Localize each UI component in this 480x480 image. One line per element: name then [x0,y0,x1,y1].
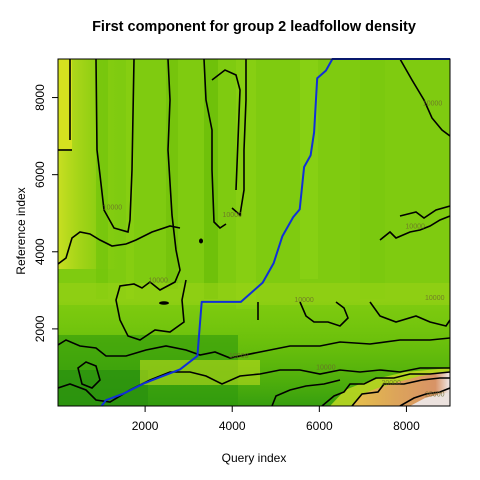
x-tick-label: 8000 [393,419,420,433]
y-tick-label: 4000 [33,238,47,265]
contour-label: 25000 [425,391,445,398]
y-axis-label: Reference index [14,187,28,275]
x-tick-label: 6000 [306,419,333,433]
chart-title: First component for group 2 leadfollow d… [92,19,416,35]
contour-label: 20000 [381,380,401,387]
contour-label: 10000 [294,297,314,304]
contour-label: 10000 [229,353,249,360]
y-tick-label: 8000 [33,84,47,111]
contour-lines [58,59,450,406]
y-tick-label: 6000 [33,161,47,188]
x-axis: 2000 4000 6000 8000 [132,405,420,433]
series-layer [100,58,450,407]
x-axis-label: Query index [221,451,287,465]
y-axis: 2000 4000 6000 8000 [33,84,59,342]
warping-path-line [100,58,450,407]
contour-label: 10000 [222,212,242,219]
x-tick-label: 4000 [219,419,246,433]
contour-label: 10000 [103,204,123,211]
contour-label: 10000 [425,295,445,302]
contour-labels: 10000 10000 10000 10000 10000 10000 10000 10000… [103,100,445,398]
x-tick-label: 2000 [132,419,159,433]
contour-label: 10000 [405,224,425,231]
contour-label: 10000 [423,100,443,107]
heatmap-field: 10000 10000 10000 10000 10000 10000 10000 10000… [58,59,450,406]
contour-label: 10000 [316,364,336,371]
contour-label: 10000 [148,278,168,285]
y-tick-label: 2000 [33,315,47,342]
